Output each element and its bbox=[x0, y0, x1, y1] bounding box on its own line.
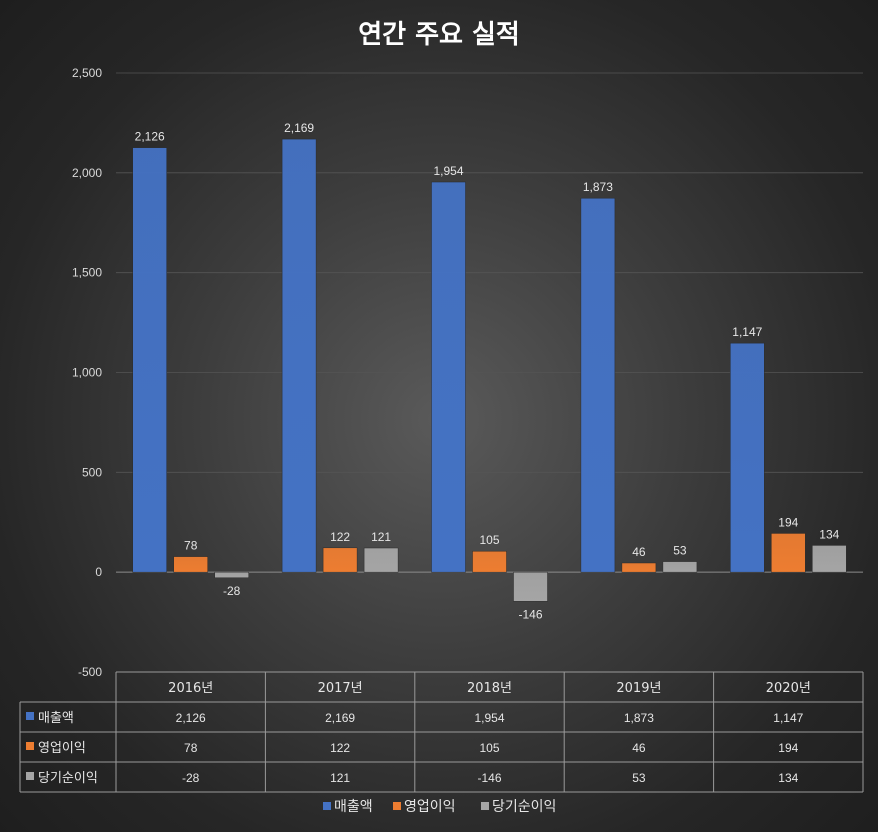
bar-매출액-2018년 bbox=[431, 181, 466, 573]
y-axis-ticks: 2,500 2,000 1,500 1,000 500 0 -500 bbox=[72, 66, 102, 679]
bar-매출액-2020년 bbox=[730, 342, 765, 573]
legend-label: 영업이익 bbox=[404, 799, 456, 815]
data-label: 122 bbox=[330, 530, 350, 544]
bar-영업이익-2018년 bbox=[472, 550, 507, 573]
table-cell: 1,873 bbox=[624, 711, 654, 725]
data-label: 1,954 bbox=[433, 164, 463, 178]
data-label: -28 bbox=[223, 584, 241, 598]
chart-title: 연간 주요 실적 bbox=[358, 20, 520, 50]
table-cell: 2,126 bbox=[176, 711, 206, 725]
y-tick-label: 2,000 bbox=[72, 166, 102, 180]
bar-매출액-2016년 bbox=[132, 147, 167, 573]
data-label: -146 bbox=[518, 607, 542, 621]
bar-당기순이익-2016년 bbox=[214, 571, 249, 579]
table-cell: 1,954 bbox=[474, 711, 504, 725]
bar-당기순이익-2020년 bbox=[812, 545, 847, 573]
table-cell: 122 bbox=[330, 741, 350, 755]
bar-당기순이익-2017년 bbox=[363, 547, 399, 573]
table-cell: 78 bbox=[184, 741, 198, 755]
table-series-swatch bbox=[26, 712, 34, 720]
table-series-name: 영업이익 bbox=[38, 741, 86, 756]
bar-영업이익-2017년 bbox=[322, 547, 358, 573]
data-label: 53 bbox=[673, 544, 687, 558]
table-series-swatch bbox=[26, 742, 34, 750]
legend-swatch bbox=[393, 802, 401, 810]
y-tick-label: -500 bbox=[78, 665, 102, 679]
bar-영업이익-2020년 bbox=[771, 533, 806, 573]
table-cell: -28 bbox=[182, 771, 200, 785]
table-cell: 46 bbox=[632, 741, 646, 755]
data-label: 2,126 bbox=[135, 130, 165, 144]
bar-매출액-2019년 bbox=[580, 197, 616, 573]
y-tick-label: 500 bbox=[82, 465, 102, 479]
legend-swatch bbox=[481, 802, 489, 810]
table-header-cell: 2018년 bbox=[467, 681, 512, 696]
bar-매출액-2017년 bbox=[281, 138, 317, 573]
bar-당기순이익-2019년 bbox=[662, 561, 698, 573]
table-series-name: 매출액 bbox=[38, 711, 74, 726]
table-cell: 121 bbox=[330, 771, 350, 785]
data-label: 194 bbox=[778, 515, 798, 529]
table-cell: 1,147 bbox=[773, 711, 803, 725]
table-cell: 105 bbox=[479, 741, 499, 755]
table-header-cell: 2017년 bbox=[318, 681, 363, 696]
y-tick-label: 0 bbox=[95, 565, 102, 579]
table-header-cell: 2016년 bbox=[168, 681, 213, 696]
legend-swatch bbox=[323, 802, 331, 810]
data-labels: 2,126 78 -28 2,169 122 121 1,954 105 -146 1,873 46… bbox=[135, 121, 840, 621]
bar-당기순이익-2018년 bbox=[513, 571, 548, 602]
table-cell: 2,169 bbox=[325, 711, 355, 725]
legend: 매출액 영업이익 당기순이익 bbox=[323, 799, 556, 815]
bar-영업이익-2016년 bbox=[173, 556, 208, 573]
table-cell: -146 bbox=[477, 771, 501, 785]
table-header-cell: 2020년 bbox=[766, 681, 811, 696]
data-label: 134 bbox=[819, 527, 839, 541]
data-label: 46 bbox=[632, 545, 646, 559]
data-label: 1,147 bbox=[732, 325, 762, 339]
legend-label: 매출액 bbox=[334, 799, 373, 815]
table-series-swatch bbox=[26, 772, 34, 780]
table-series-name: 당기순이익 bbox=[38, 771, 98, 786]
y-tick-label: 1,000 bbox=[72, 366, 102, 380]
data-label: 121 bbox=[371, 530, 391, 544]
table-header-cell: 2019년 bbox=[616, 681, 661, 696]
table-cell: 134 bbox=[778, 771, 798, 785]
bars bbox=[132, 138, 847, 602]
table-cell: 194 bbox=[778, 741, 798, 755]
data-label: 78 bbox=[184, 539, 198, 553]
bar-영업이익-2019년 bbox=[621, 562, 657, 573]
data-label: 2,169 bbox=[284, 121, 314, 135]
data-label: 105 bbox=[479, 533, 499, 547]
legend-label: 당기순이익 bbox=[492, 799, 556, 815]
data-label: 1,873 bbox=[583, 180, 613, 194]
y-tick-label: 2,500 bbox=[72, 66, 102, 80]
y-tick-label: 1,500 bbox=[72, 266, 102, 280]
table-cell: 53 bbox=[632, 771, 646, 785]
